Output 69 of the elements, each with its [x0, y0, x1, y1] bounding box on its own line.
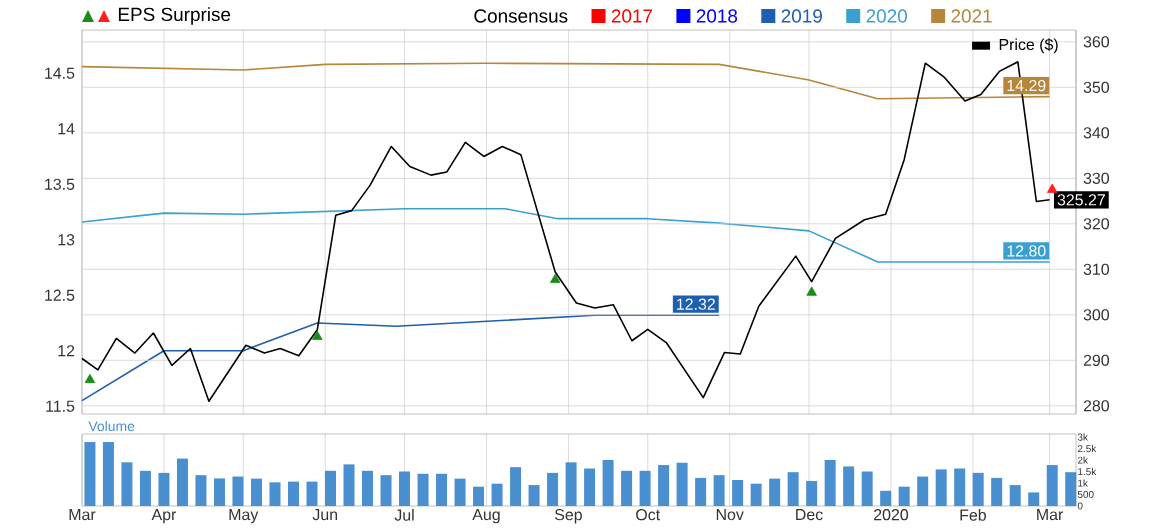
bar — [306, 481, 318, 506]
bar — [232, 476, 244, 506]
point — [84, 373, 96, 384]
line-series — [81, 61, 1051, 403]
bar — [639, 470, 651, 506]
bar — [676, 462, 688, 506]
bar — [806, 480, 818, 506]
bar — [1028, 492, 1040, 506]
legend-title: Consensus — [474, 9, 568, 23]
bar — [176, 458, 188, 506]
bar — [843, 466, 855, 506]
bar — [972, 472, 984, 506]
bar — [473, 486, 485, 506]
bar — [695, 477, 707, 506]
bar — [861, 471, 873, 506]
bar — [547, 472, 559, 506]
point — [1046, 183, 1058, 193]
bar — [880, 490, 892, 506]
bar — [935, 469, 947, 506]
legend-label: 2018 — [696, 9, 738, 23]
bar — [436, 473, 448, 506]
bar — [991, 477, 1003, 506]
bar — [213, 478, 225, 506]
bar — [380, 475, 392, 506]
bar — [1009, 485, 1021, 506]
bar — [750, 483, 762, 506]
bar — [250, 478, 262, 506]
bar — [84, 442, 96, 506]
bar — [195, 475, 207, 506]
bar — [898, 486, 910, 506]
line-series — [81, 62, 1051, 100]
bar — [325, 470, 336, 506]
point — [549, 273, 561, 283]
point — [806, 286, 817, 296]
bar — [565, 462, 577, 506]
bar — [362, 470, 374, 506]
bar — [732, 480, 744, 506]
bar — [602, 459, 614, 506]
bar — [584, 468, 596, 506]
bar — [454, 478, 466, 506]
bar — [287, 481, 299, 506]
line-series — [81, 207, 1051, 263]
bar — [824, 459, 836, 506]
bar — [528, 485, 540, 506]
bar — [121, 462, 133, 506]
bar — [510, 467, 522, 506]
bar — [417, 473, 429, 506]
point — [312, 330, 323, 340]
bar — [102, 442, 114, 506]
bar — [269, 482, 281, 506]
bar — [399, 471, 411, 506]
bar — [917, 476, 929, 506]
bar — [139, 470, 151, 506]
bar — [491, 483, 503, 506]
legend-label: 2017 — [611, 9, 653, 23]
bar — [954, 468, 966, 506]
bar — [1046, 465, 1058, 506]
legend-label: 2021 — [951, 9, 992, 23]
legend-label: 2019 — [781, 9, 822, 23]
bar — [343, 464, 355, 506]
bar — [769, 478, 781, 506]
bar — [787, 472, 799, 506]
legend-label: EPS Surprise — [118, 7, 231, 25]
bar — [158, 472, 170, 506]
legend-label: 2020 — [866, 9, 907, 23]
bar — [1065, 472, 1077, 506]
bar — [658, 465, 670, 506]
bar — [713, 475, 725, 506]
bar — [621, 470, 633, 506]
